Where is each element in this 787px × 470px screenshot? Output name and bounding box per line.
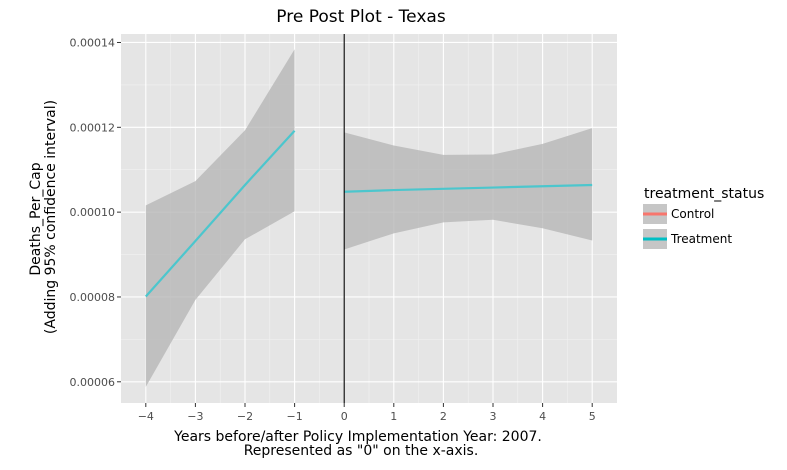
y-axis-ticks: 0.00006 0.00008 0.00010 0.00012 0.00014: [70, 36, 121, 389]
legend-title: treatment_status: [644, 186, 764, 202]
y-axis-title-line1: Deaths_Per_Cap: [28, 162, 44, 275]
legend-item-control: Control: [643, 204, 714, 224]
x-axis-ticks: −4 −3 −2 −1 0 1 2 3 4 5: [138, 403, 596, 423]
series-line-post: [344, 183, 593, 193]
x-tick-label: −1: [286, 410, 302, 423]
y-tick-label: 0.00008: [70, 291, 116, 304]
x-tick-label: 3: [490, 410, 497, 423]
legend-items: Control Treatment: [643, 204, 732, 249]
x-tick-label: 2: [440, 410, 447, 423]
x-tick-label: −3: [187, 410, 203, 423]
y-tick-label: 0.00006: [70, 376, 116, 389]
x-tick-label: 4: [539, 410, 546, 423]
legend-label: Treatment: [670, 232, 732, 246]
x-axis-title-line2: Represented as "0" on the x-axis.: [244, 443, 479, 459]
series-lines: [144, 129, 593, 298]
series-line-pre: [144, 129, 296, 298]
legend-label: Control: [671, 207, 714, 221]
y-tick-label: 0.00010: [70, 206, 116, 219]
legend-item-treatment: Treatment: [643, 229, 732, 249]
y-tick-label: 0.00014: [70, 36, 116, 49]
x-tick-label: 1: [390, 410, 397, 423]
confidence-ribbon-pre: [145, 49, 295, 387]
x-tick-label: 5: [589, 410, 596, 423]
x-tick-label: −4: [138, 410, 154, 423]
chart-title: Pre Post Plot - Texas: [276, 7, 446, 27]
x-tick-label: 0: [341, 410, 348, 423]
y-tick-label: 0.00012: [70, 121, 116, 134]
x-tick-label: −2: [237, 410, 253, 423]
x-axis-title-line1: Years before/after Policy Implementation…: [173, 429, 542, 445]
legend: treatment_status Control Treatment: [643, 186, 764, 249]
y-axis-title-line2: (Adding 95% confidence interval): [43, 100, 59, 334]
